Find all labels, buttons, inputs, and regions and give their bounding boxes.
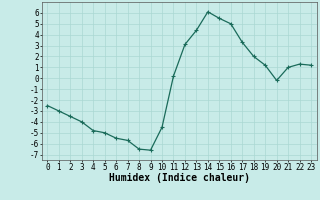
X-axis label: Humidex (Indice chaleur): Humidex (Indice chaleur)	[109, 173, 250, 183]
